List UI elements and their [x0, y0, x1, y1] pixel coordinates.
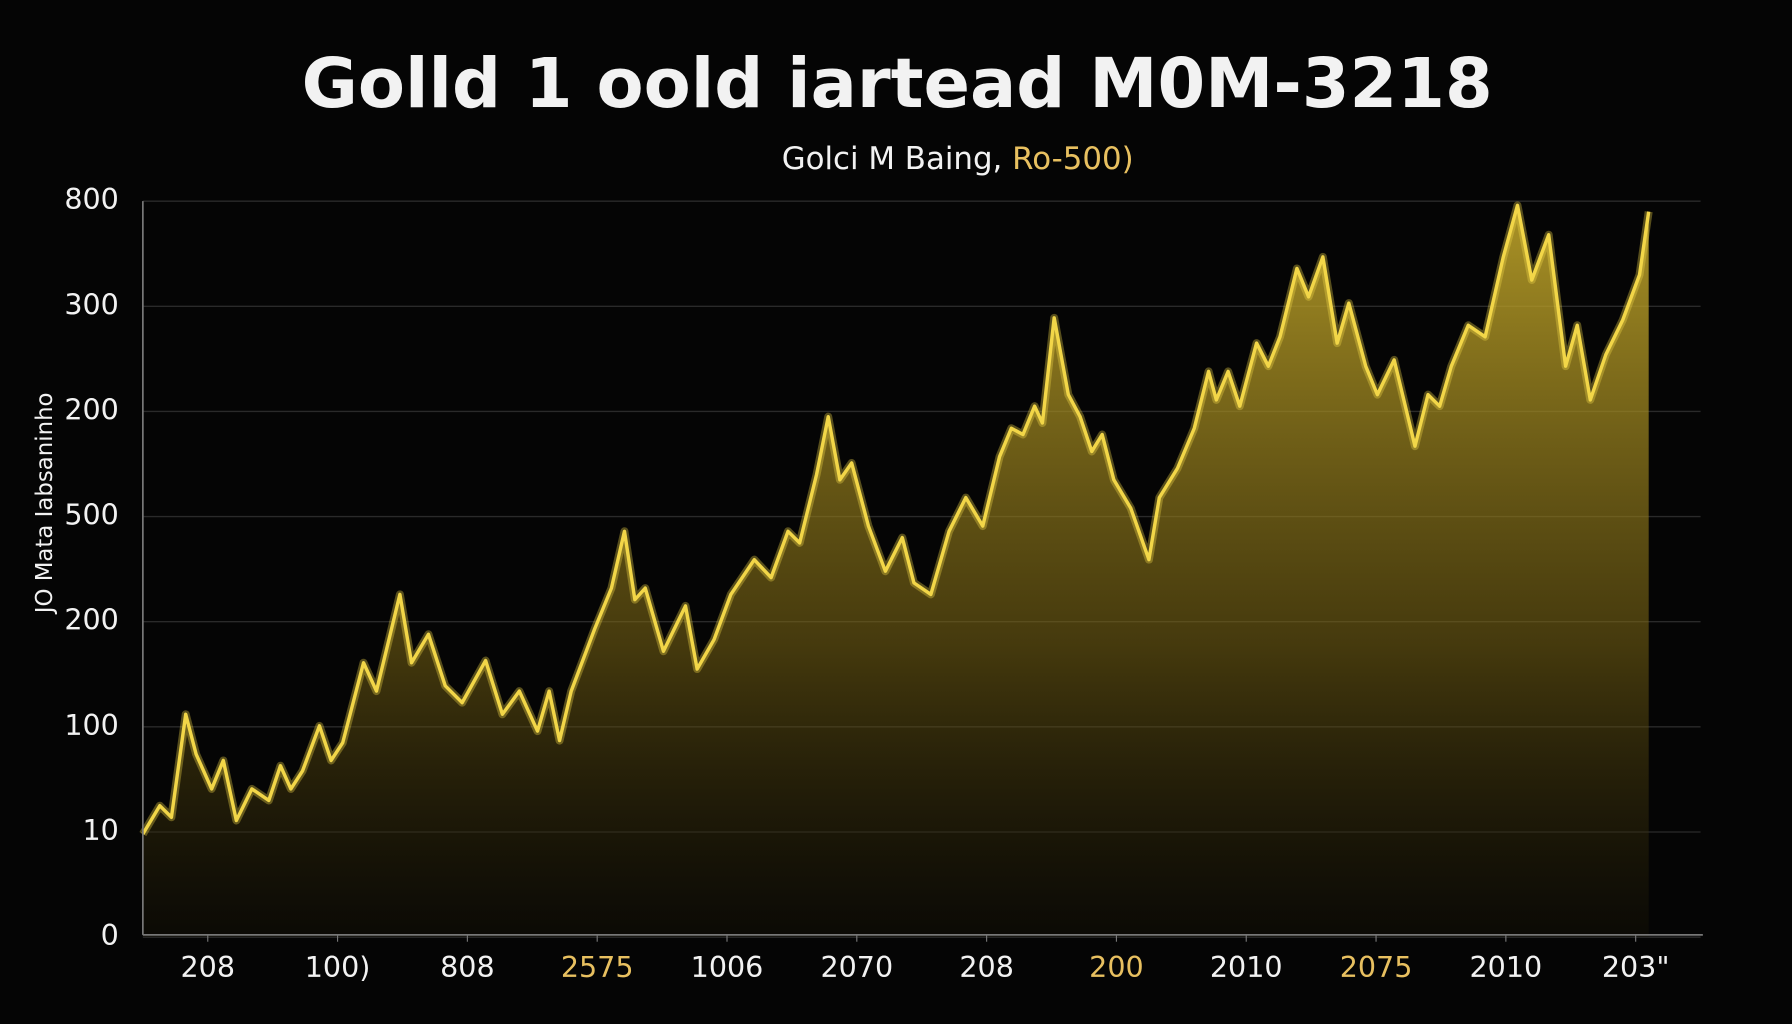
x-tick-label: 2075 — [1340, 950, 1413, 984]
y-tick-label: 100 — [64, 708, 119, 742]
x-tick-label: 2010 — [1470, 950, 1543, 984]
y-tick-label: 10 — [82, 813, 118, 847]
area — [142, 205, 1649, 938]
subtitle-highlight: Ro-500) — [1012, 140, 1134, 176]
y-tick-label: 200 — [64, 392, 119, 426]
y-tick-label: 800 — [64, 182, 119, 216]
x-tick-label: 203" — [1602, 950, 1670, 984]
y-tick-label: 300 — [64, 287, 119, 321]
y-tick-label: 0 — [101, 918, 119, 952]
x-tick-label: 208 — [959, 950, 1014, 984]
y-axis-label: JO Mata Iabsaninho — [32, 392, 58, 615]
x-tick-label: 808 — [440, 950, 495, 984]
x-tick-label: 100) — [305, 950, 371, 984]
chart-title: Golld 1 oold iartead M0M-3218 — [302, 44, 1493, 124]
y-tick-label: 500 — [64, 498, 119, 532]
x-tick-label: 1006 — [691, 950, 764, 984]
plot — [139, 201, 1653, 938]
x-tick-label: 2070 — [820, 950, 893, 984]
x-tick-label: 2010 — [1210, 950, 1283, 984]
x-tick-label: 208 — [180, 950, 235, 984]
line — [141, 203, 1651, 835]
x-tick-label: 200 — [1089, 950, 1144, 984]
chart-subtitle: Golci M Baing, Ro-500) — [782, 140, 1134, 176]
x-tick-label: 2575 — [561, 950, 634, 984]
y-tick-label: 200 — [64, 603, 119, 637]
subtitle: Golci M Baing, — [782, 140, 1003, 176]
